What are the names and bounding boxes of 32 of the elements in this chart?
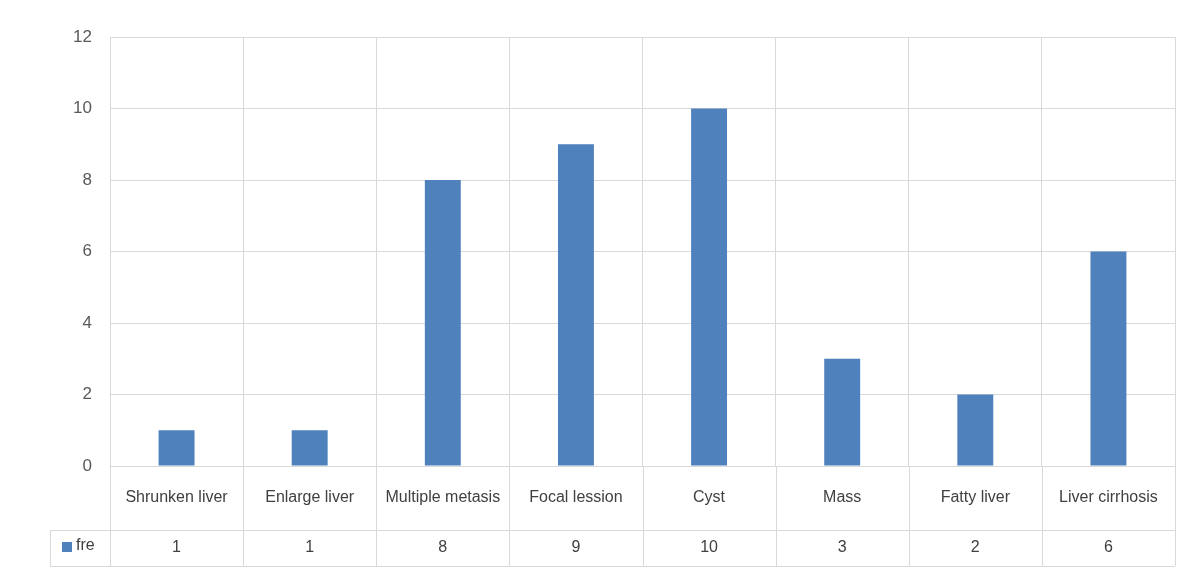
data-label: 1 <box>305 538 315 556</box>
y-tick-label: 8 <box>82 169 92 189</box>
legend-label: fre <box>76 536 95 554</box>
data-label: 6 <box>1103 538 1113 556</box>
data-label: 8 <box>438 538 448 556</box>
bar <box>957 394 994 466</box>
x-tick-label: Liver cirrhosis <box>1059 488 1158 506</box>
data-label: 2 <box>970 538 980 556</box>
data-label: 10 <box>700 538 719 556</box>
bar <box>1090 251 1127 466</box>
x-tick-label: Multiple metasis <box>385 488 501 506</box>
x-tick-label: Enlarge liver <box>265 488 355 506</box>
bar <box>691 108 728 466</box>
x-tick-label: Shrunken liver <box>125 488 229 506</box>
data-label: 9 <box>571 538 581 556</box>
y-tick-label: 6 <box>82 241 92 261</box>
x-tick-label: Fatty liver <box>940 488 1011 506</box>
y-tick-label: 12 <box>73 26 92 46</box>
y-tick-label: 2 <box>82 384 92 404</box>
x-tick-label: Mass <box>823 488 862 506</box>
bar <box>158 430 195 466</box>
bar <box>557 144 594 466</box>
y-tick-label: 4 <box>82 312 92 332</box>
bar <box>424 180 461 466</box>
y-tick-label: 10 <box>73 98 92 118</box>
data-label: 3 <box>837 538 847 556</box>
x-tick-label: Focal lession <box>529 488 623 506</box>
data-label: 1 <box>172 538 182 556</box>
x-tick-label: Cyst <box>693 488 726 506</box>
bar <box>824 358 861 466</box>
bar <box>291 430 328 466</box>
y-tick-label: 0 <box>82 455 92 475</box>
